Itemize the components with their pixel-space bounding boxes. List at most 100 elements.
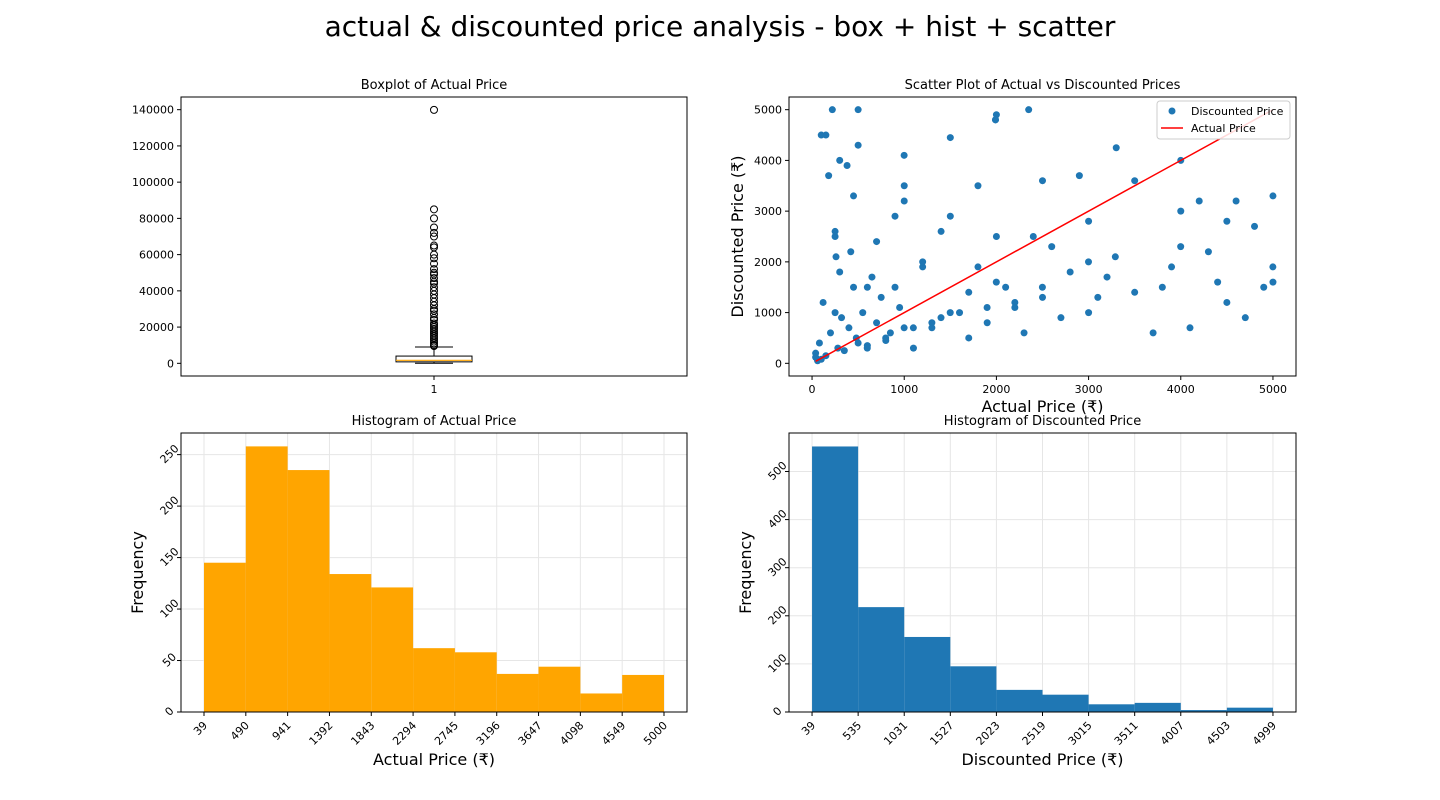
y-tick-label: 500 [766,459,790,483]
scatter-point [1011,304,1019,312]
scatter-point [896,304,904,312]
y-axis-label: Discounted Price (₹) [728,155,747,317]
hist-discounted-bar [904,636,951,712]
scatter-point [1025,106,1033,114]
identity-line [815,109,1274,362]
scatter-point [991,116,999,124]
scatter-point [983,304,991,312]
scatter-point [854,106,862,114]
scatter-point [900,182,908,190]
scatter-point [919,263,927,271]
hist-actual-bar [329,574,372,712]
x-tick-label: 2519 [1020,719,1049,748]
scatter-point [843,161,851,169]
outlier-point [430,214,438,223]
scatter-point [1251,222,1259,230]
scatter-point [1158,283,1166,291]
outlier-point [430,232,438,241]
scatter-point [859,309,867,317]
scatter-point [965,288,973,296]
y-tick-label: 100000 [132,176,174,189]
hist-discounted-bar [1088,704,1135,712]
scatter-point [854,339,862,347]
scatter-point [831,227,839,235]
y-tick-label: 1000 [754,307,782,320]
scatter-point [877,293,885,301]
hist-discounted-frame [788,432,1297,713]
scatter-point [1131,288,1139,296]
outlier-point [430,283,438,292]
scatter-point [873,319,881,327]
x-tick-label: 4007 [1158,719,1187,748]
scatter-point [1112,144,1120,152]
hist-actual-bar [371,587,414,712]
scatter-point [965,334,973,342]
scatter-point [1085,217,1093,225]
outlier-point [430,274,438,283]
scatter-point [1094,293,1102,301]
scatter-point [1177,207,1185,215]
outlier-point [430,268,438,277]
scatter-point [1177,243,1185,251]
scatter-point [882,334,890,342]
outlier-point [430,241,438,250]
scatter-point [822,131,830,139]
scatter-point [974,263,982,271]
scatter-point [946,212,954,220]
scatter-point [819,298,827,306]
scatter-point [1269,278,1277,286]
x-tick-label: 4503 [1204,719,1233,748]
y-tick-label: 60000 [139,249,174,262]
scatter-point [863,283,871,291]
y-tick-label: 3000 [754,205,782,218]
hist-actual-bar [622,674,665,712]
scatter-point [1232,197,1240,205]
hist-actual-bar [203,562,246,712]
y-tick-label: 4000 [754,154,782,167]
scatter-point [850,192,858,200]
figure-title: actual & discounted price analysis - box… [324,10,1116,43]
scatter-point [946,309,954,317]
scatter-frame [788,96,1297,377]
hist-actual-bar [496,673,539,712]
scatter-point [1085,309,1093,317]
outlier-point [430,259,438,268]
scatter-point [1011,298,1019,306]
hist-discounted-bar [1226,707,1273,712]
y-tick-label: 0 [167,357,174,370]
y-tick-label: 120000 [132,140,174,153]
y-tick-label: 0 [775,357,782,370]
scatter-point [992,233,1000,240]
scatter-point [891,283,899,291]
scatter-point [1057,314,1065,322]
y-tick-label: 5000 [754,104,782,117]
legend-box [1156,100,1291,140]
y-tick-label: 300 [766,555,790,579]
x-tick-label: 39 [799,719,818,738]
hist-discounted-bar [1134,702,1181,712]
scatter-point [1149,329,1157,337]
x-tick-label: 2000 [982,383,1010,396]
hist-actual-bar [413,648,455,712]
scatter-point [928,324,936,332]
outlier-point [430,205,438,214]
x-tick-label: 4999 [1250,719,1279,748]
scatter-point [1029,233,1037,240]
outlier-point [430,265,438,274]
scatter-point [983,319,991,327]
scatter-point [832,253,840,261]
scatter-point [1039,177,1046,185]
legend-label-discounted: Discounted Price [1191,105,1284,118]
scatter-point [974,182,982,190]
scatter-point [1214,278,1222,286]
x-tick-label: 1031 [881,719,910,748]
hist-discounted-bar [996,689,1043,712]
hist-actual-bar [454,652,497,712]
scatter-point [1195,197,1203,205]
x-axis-label: Actual Price (₹) [982,397,1104,416]
x-tick-label: 3000 [1075,383,1103,396]
scatter-point [831,233,839,240]
scatter-point [891,212,899,220]
outlier-point [430,310,438,319]
